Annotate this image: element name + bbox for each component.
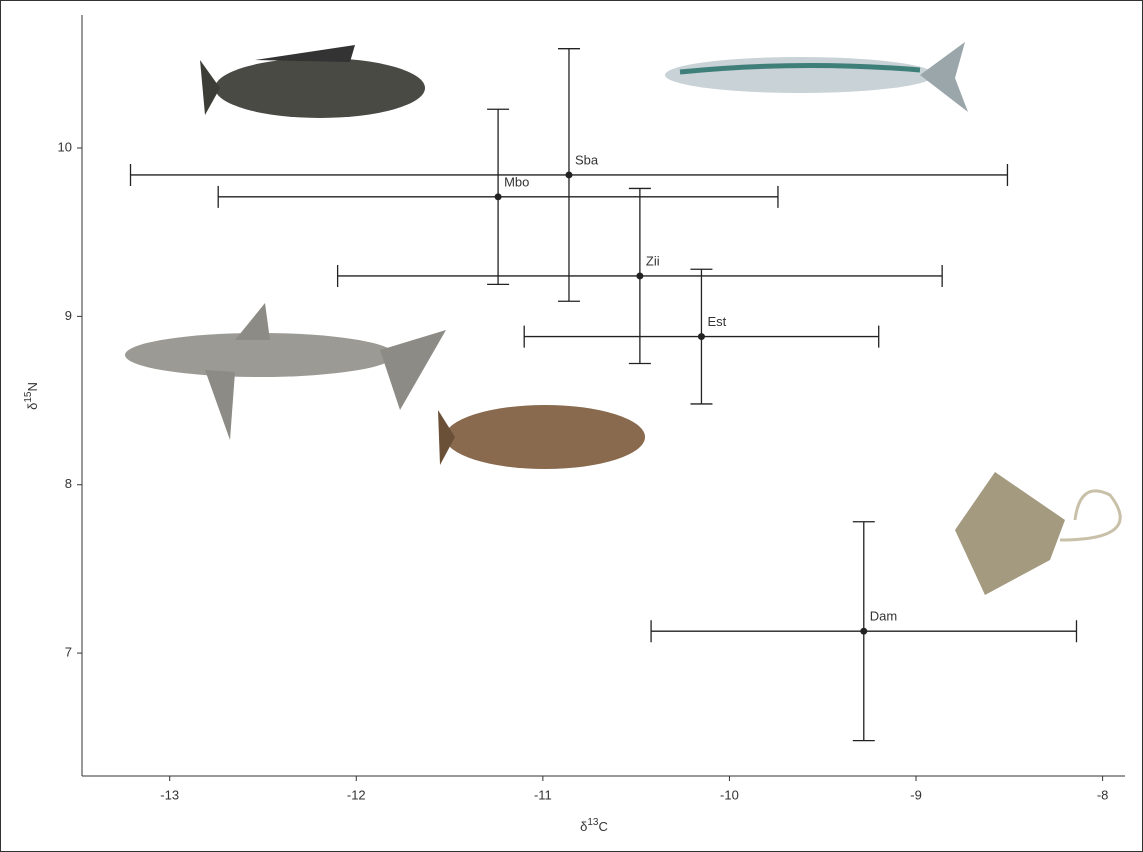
- x-tick-label: -13: [160, 787, 179, 802]
- y-label-sup: 15: [23, 391, 34, 403]
- stingray-illustration: [955, 472, 1122, 595]
- y-tick-label: 7: [65, 645, 72, 660]
- point: [697, 333, 705, 341]
- x-axis-label: δ13C: [580, 817, 608, 835]
- x-label-element: C: [598, 819, 607, 834]
- point: [494, 193, 502, 201]
- barracuda-illustration: [665, 42, 968, 112]
- point-label: Mbo: [504, 174, 529, 189]
- point: [565, 171, 573, 179]
- y-tick-label: 8: [65, 476, 72, 491]
- shark-illustration: [125, 303, 446, 440]
- point: [636, 272, 644, 280]
- point: [860, 627, 868, 635]
- x-label-sup: 13: [587, 817, 599, 828]
- y-tick-label: 10: [58, 139, 72, 154]
- x-tick-label: -12: [347, 787, 366, 802]
- y-tick-label: 9: [65, 308, 72, 323]
- x-label-symbol: δ: [580, 819, 587, 834]
- x-tick-label: -10: [720, 787, 739, 802]
- y-axis-label: δ15N: [23, 382, 41, 410]
- x-tick-label: -8: [1097, 787, 1109, 802]
- x-tick-label: -11: [534, 787, 552, 802]
- point-label: Est: [707, 314, 726, 329]
- nassau-grouper-illustration: [438, 405, 645, 469]
- point-label: Sba: [575, 152, 599, 167]
- point-label: Zii: [646, 253, 660, 268]
- grouper-illustration: [200, 45, 425, 118]
- point-label: Dam: [870, 609, 897, 624]
- y-label-symbol: δ: [25, 403, 40, 410]
- x-tick-label: -9: [910, 787, 922, 802]
- y-label-element: N: [25, 382, 40, 391]
